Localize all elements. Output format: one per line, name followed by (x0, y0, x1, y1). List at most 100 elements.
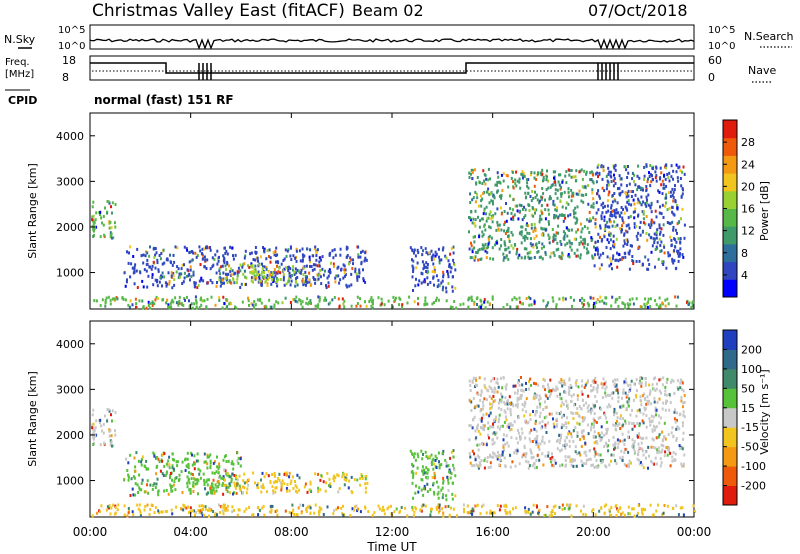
data-pixel (206, 258, 209, 262)
data-pixel (522, 389, 525, 393)
data-pixel (523, 234, 526, 238)
data-pixel (664, 204, 667, 208)
data-pixel (549, 185, 552, 189)
data-pixel (510, 427, 513, 431)
data-pixel (565, 206, 568, 210)
data-pixel (531, 440, 534, 443)
data-pixel (666, 453, 669, 457)
data-pixel (243, 472, 246, 476)
data-pixel (317, 472, 320, 476)
data-pixel (555, 248, 558, 252)
data-pixel (183, 245, 186, 249)
data-pixel (627, 202, 630, 206)
data-pixel (308, 504, 311, 508)
data-pixel (480, 459, 483, 462)
data-pixel (577, 192, 580, 196)
data-pixel (426, 266, 429, 270)
data-pixel (622, 404, 625, 408)
data-pixel (177, 276, 180, 280)
data-pixel (676, 203, 679, 207)
data-pixel (193, 302, 196, 306)
data-pixel (648, 383, 651, 387)
data-pixel (399, 297, 402, 301)
data-pixel (650, 250, 653, 254)
colorbar-swatch (723, 279, 737, 298)
data-pixel (659, 230, 662, 234)
data-pixel (383, 303, 386, 307)
data-pixel (262, 246, 264, 249)
data-pixel (289, 301, 292, 304)
data-pixel (679, 506, 682, 510)
data-pixel (651, 461, 654, 465)
data-pixel (473, 258, 476, 262)
data-pixel (663, 454, 666, 458)
data-pixel (601, 299, 604, 303)
data-pixel (344, 268, 347, 272)
data-pixel (339, 253, 342, 257)
data-pixel (592, 205, 595, 209)
data-pixel (665, 266, 668, 270)
data-pixel (292, 508, 295, 512)
data-pixel (432, 462, 435, 466)
data-pixel (442, 246, 445, 250)
data-pixel (321, 267, 324, 271)
data-pixel (417, 490, 420, 494)
data-pixel (565, 226, 568, 230)
colorbar-tick-label: 15 (741, 402, 755, 415)
data-pixel (561, 463, 564, 467)
data-pixel (296, 490, 299, 494)
data-pixel (517, 256, 520, 260)
data-pixel (92, 200, 95, 204)
data-pixel (206, 478, 209, 482)
data-pixel (447, 272, 449, 276)
data-pixel (627, 463, 630, 466)
data-pixel (489, 465, 492, 469)
data-pixel (683, 172, 686, 176)
data-pixel (517, 431, 520, 435)
data-pixel (629, 387, 632, 391)
data-pixel (659, 249, 662, 253)
data-pixel (649, 389, 652, 393)
data-pixel (529, 242, 532, 246)
data-pixel (321, 255, 324, 259)
data-pixel (509, 305, 512, 309)
data-pixel (424, 487, 427, 491)
data-pixel (665, 446, 667, 450)
data-pixel (613, 220, 616, 224)
data-pixel (672, 261, 675, 265)
data-pixel (228, 491, 231, 495)
data-pixel (604, 387, 607, 391)
data-pixel (593, 441, 596, 445)
data-pixel (485, 205, 488, 209)
nsearch-tick-bottom: 10^0 (708, 41, 735, 52)
data-pixel (298, 269, 300, 273)
data-pixel (634, 450, 636, 454)
data-pixel (468, 247, 471, 251)
data-pixel (644, 450, 647, 454)
data-pixel (676, 251, 679, 255)
data-pixel (145, 269, 148, 273)
data-pixel (417, 302, 420, 306)
data-pixel (627, 171, 630, 175)
data-pixel (666, 208, 669, 212)
data-pixel (505, 418, 508, 422)
data-pixel (422, 503, 425, 507)
data-pixel (272, 491, 275, 495)
data-pixel (318, 297, 321, 301)
data-pixel (221, 484, 224, 487)
data-pixel (292, 298, 295, 302)
data-pixel (581, 392, 584, 396)
data-pixel (582, 200, 585, 204)
data-pixel (547, 386, 550, 390)
data-pixel (387, 505, 390, 509)
data-pixel (580, 390, 583, 394)
data-pixel (672, 435, 675, 439)
data-pixel (358, 275, 361, 279)
data-pixel (681, 170, 684, 174)
data-pixel (513, 451, 516, 455)
data-pixel (281, 479, 284, 483)
data-pixel (215, 271, 218, 275)
data-pixel (603, 411, 606, 415)
data-pixel (576, 248, 579, 252)
data-pixel (203, 460, 206, 464)
